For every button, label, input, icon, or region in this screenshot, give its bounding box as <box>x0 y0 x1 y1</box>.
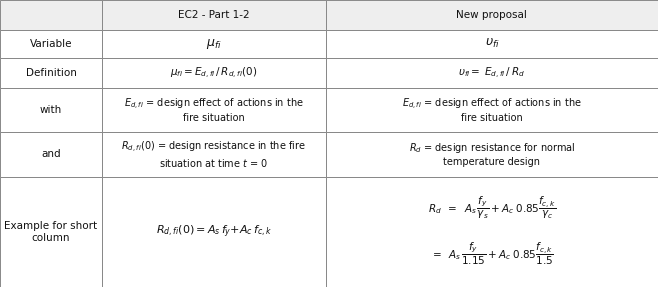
Text: $\mu_{\mathit{fi}} = E_{d,\mathit{fi}}\,/\,R_{d,\mathit{fi}}(0)$: $\mu_{\mathit{fi}} = E_{d,\mathit{fi}}\,… <box>170 66 257 81</box>
Text: Example for short
column: Example for short column <box>5 221 97 243</box>
Bar <box>0 58 102 88</box>
Bar <box>0 30 102 58</box>
Bar <box>102 177 326 287</box>
Text: $\upsilon_{\mathit{fi}} = \;E_{d,\mathit{fi}}\,/\,R_d$: $\upsilon_{\mathit{fi}} = \;E_{d,\mathit… <box>459 66 525 81</box>
Bar <box>326 58 658 88</box>
Text: with: with <box>40 105 62 115</box>
Text: $= \;\; A_s\,\dfrac{f_y}{1.15} + A_c\;0.85\dfrac{f_{c,k}}{1.5}$: $= \;\; A_s\,\dfrac{f_y}{1.15} + A_c\;0.… <box>430 241 554 267</box>
Bar <box>326 0 658 30</box>
Text: New proposal: New proposal <box>457 10 527 20</box>
Bar <box>102 132 326 177</box>
Text: $R_{d,\mathit{fi}}(0)$ = design resistance in the fire
situation at time $t$ = 0: $R_{d,\mathit{fi}}(0)$ = design resistan… <box>122 140 306 169</box>
Text: and: and <box>41 149 61 159</box>
Bar <box>102 30 326 58</box>
Bar <box>102 58 326 88</box>
Text: $R_d$ = design resistance for normal
temperature design: $R_d$ = design resistance for normal tem… <box>409 141 575 167</box>
Bar <box>0 132 102 177</box>
Text: $R_d \;\; = \;\; A_s\,\dfrac{f_y}{\gamma_s} + A_c\;0.85\dfrac{f_{c,k}}{\gamma_c}: $R_d \;\; = \;\; A_s\,\dfrac{f_y}{\gamma… <box>428 194 556 221</box>
Text: $E_{d,\mathit{fi}}$ = design effect of actions in the
fire situation: $E_{d,\mathit{fi}}$ = design effect of a… <box>124 97 304 123</box>
Text: Definition: Definition <box>26 68 76 78</box>
Bar <box>326 132 658 177</box>
Bar <box>0 88 102 132</box>
Bar <box>326 88 658 132</box>
Text: $\upsilon_{\mathit{fi}}$: $\upsilon_{\mathit{fi}}$ <box>484 37 499 51</box>
Text: EC2 - Part 1-2: EC2 - Part 1-2 <box>178 10 249 20</box>
Bar <box>102 88 326 132</box>
Bar <box>0 177 102 287</box>
Text: $\mu_{\mathit{fi}}$: $\mu_{\mathit{fi}}$ <box>206 37 222 51</box>
Bar <box>326 30 658 58</box>
Text: $R_{d,\mathit{fi}}(0){=}A_s\,f_y{+}A_c\,f_{c,k}$: $R_{d,\mathit{fi}}(0){=}A_s\,f_y{+}A_c\,… <box>156 224 272 240</box>
Bar <box>326 177 658 287</box>
Bar <box>102 0 326 30</box>
Text: $E_{d,\mathit{fi}}$ = design effect of actions in the
fire situation: $E_{d,\mathit{fi}}$ = design effect of a… <box>402 97 582 123</box>
Text: Variable: Variable <box>30 39 72 49</box>
Bar <box>0 0 102 30</box>
